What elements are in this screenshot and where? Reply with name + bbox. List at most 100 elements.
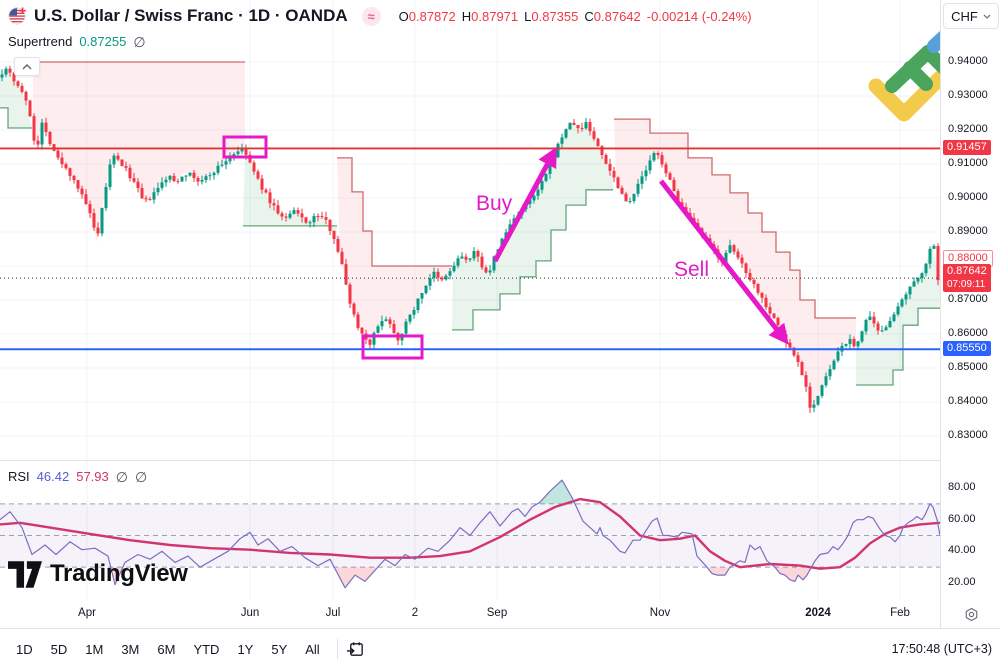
candle-body bbox=[560, 137, 564, 144]
rsi-ma-hide-icon[interactable]: ∅ bbox=[134, 468, 148, 485]
candle-body bbox=[676, 191, 680, 203]
price-level-badge[interactable]: 0.91457 bbox=[943, 139, 991, 155]
sell-arrow bbox=[659, 179, 789, 345]
change-value: -0.00214 (-0.24%) bbox=[646, 8, 752, 24]
candle-body bbox=[860, 331, 864, 342]
go-to-date-button[interactable] bbox=[346, 640, 365, 659]
candle-body bbox=[216, 165, 220, 173]
candlesticks bbox=[0, 65, 940, 413]
symbol-title[interactable]: U.S. Dollar / Swiss Franc · 1D · OANDA bbox=[34, 6, 348, 25]
time-axis-label: Jul bbox=[325, 607, 341, 619]
candle-body bbox=[476, 251, 480, 257]
rsi-hide-icon[interactable]: ∅ bbox=[115, 468, 128, 485]
rsi-value: 46.42 bbox=[36, 469, 70, 484]
supertrend-downtrend-band bbox=[33, 62, 245, 243]
candle-body bbox=[656, 153, 660, 156]
candle-body bbox=[724, 252, 728, 263]
candle-body bbox=[348, 284, 352, 304]
price-tick-label: 0.94000 bbox=[948, 55, 988, 67]
range-1m[interactable]: 1M bbox=[85, 641, 104, 657]
high-value: 0.87971 bbox=[471, 8, 519, 24]
range-3m[interactable]: 3M bbox=[121, 641, 140, 657]
toolbar-divider bbox=[336, 639, 338, 659]
range-all[interactable]: All bbox=[305, 641, 320, 657]
candle-body bbox=[460, 256, 464, 259]
candle-body bbox=[924, 263, 928, 274]
candle-body bbox=[748, 273, 752, 280]
last-price-badge: 0.87642 07:09:11 bbox=[943, 263, 991, 292]
range-ytd[interactable]: YTD bbox=[193, 641, 220, 657]
ohlc-values: O0.87872 H0.87971 L0.87355 C0.87642 -0.0… bbox=[399, 9, 752, 24]
supertrend-hide-icon[interactable]: ∅ bbox=[133, 33, 146, 50]
candle-body bbox=[488, 270, 492, 273]
candle-body bbox=[252, 162, 256, 172]
rsi-pane-canvas[interactable] bbox=[0, 460, 940, 600]
candle-body bbox=[260, 178, 264, 190]
candle-body bbox=[332, 230, 336, 239]
candle-body bbox=[192, 172, 196, 179]
candle-body bbox=[492, 256, 496, 271]
candle-body bbox=[576, 125, 580, 129]
axis-settings-corner[interactable] bbox=[940, 600, 1000, 628]
candle-body bbox=[288, 213, 292, 218]
drawing-annotations[interactable]: Buy Sell bbox=[222, 135, 789, 360]
time-axis[interactable]: Apr Jun Jul 2 Sep Nov 2024 Feb bbox=[0, 600, 940, 628]
candle-body bbox=[744, 263, 748, 274]
range-5d[interactable]: 5D bbox=[50, 641, 68, 657]
candle-body bbox=[116, 155, 120, 160]
candle-body bbox=[24, 91, 28, 101]
range-6m[interactable]: 6M bbox=[157, 641, 176, 657]
candle-body bbox=[208, 175, 212, 177]
candle-body bbox=[568, 122, 572, 130]
candle-body bbox=[612, 170, 616, 178]
candle-body bbox=[48, 131, 52, 145]
candle-body bbox=[740, 257, 744, 264]
tradingview-logo-icon bbox=[8, 560, 42, 588]
candle-body bbox=[732, 245, 736, 252]
delayed-data-icon[interactable]: ≈ bbox=[361, 6, 381, 26]
candle-body bbox=[28, 100, 32, 117]
price-axis[interactable]: CHF 0.94000 0.93000 0.92000 0.91000 0.90000 0… bbox=[940, 0, 1000, 600]
candle-body bbox=[564, 129, 568, 138]
supertrend-uptrend-band bbox=[452, 122, 613, 330]
rsi-name: RSI bbox=[8, 469, 30, 484]
candle-body bbox=[596, 138, 600, 147]
candle-body bbox=[168, 175, 172, 180]
candle-body bbox=[140, 188, 144, 199]
candle-body bbox=[760, 292, 764, 298]
bottom-toolbar: 1D 5D 1M 3M 6M YTD 1Y 5Y All 17:50:48 (U… bbox=[0, 628, 1000, 668]
candle-body bbox=[136, 181, 140, 189]
candle-body bbox=[276, 205, 280, 214]
clock-timezone[interactable]: 17:50:48 (UTC+3) bbox=[891, 642, 992, 656]
grid-lines bbox=[0, 0, 940, 460]
candle-body bbox=[432, 271, 436, 279]
collapse-legend-button[interactable] bbox=[14, 57, 40, 76]
candle-body bbox=[320, 216, 324, 218]
range-5y[interactable]: 5Y bbox=[271, 641, 288, 657]
high-label: H bbox=[461, 8, 472, 24]
candle-body bbox=[556, 143, 560, 158]
candle-body bbox=[220, 164, 224, 166]
range-1d[interactable]: 1D bbox=[16, 641, 33, 657]
price-tick-label: 0.92000 bbox=[948, 123, 988, 135]
candle-body bbox=[268, 192, 272, 204]
candle-body bbox=[608, 163, 612, 171]
candle-body bbox=[796, 355, 800, 363]
candle-body bbox=[296, 210, 300, 214]
pane-separator[interactable] bbox=[0, 460, 940, 461]
candle-body bbox=[68, 168, 72, 176]
price-level-badge[interactable]: 0.85550 bbox=[943, 340, 991, 356]
candle-body bbox=[848, 338, 852, 344]
supertrend-line bbox=[856, 307, 940, 386]
candle-body bbox=[420, 293, 424, 299]
currency-toggle-button[interactable]: CHF bbox=[943, 3, 999, 29]
buy-arrow bbox=[492, 146, 557, 263]
rsi-tick-label: 60.00 bbox=[948, 512, 976, 525]
main-chart-canvas[interactable]: Buy Sell bbox=[0, 0, 940, 460]
candle-body bbox=[164, 179, 168, 183]
range-1y[interactable]: 1Y bbox=[237, 641, 254, 657]
candle-body bbox=[76, 180, 80, 189]
candle-body bbox=[440, 277, 444, 280]
open-label: O bbox=[398, 8, 409, 24]
